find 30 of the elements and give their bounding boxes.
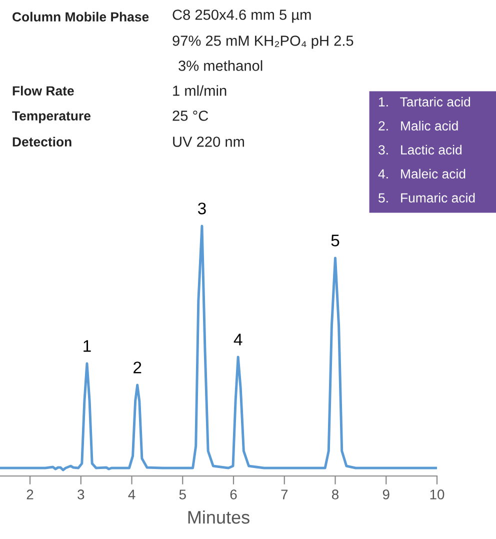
text: Detection xyxy=(12,136,72,147)
text: C8 250x4.6 mm 5 µm xyxy=(172,10,311,23)
x-tick-label: 5 xyxy=(179,490,186,500)
text: 25 °C xyxy=(172,110,208,121)
annotation: 5 xyxy=(331,234,340,246)
x-axis-title: Minutes xyxy=(188,510,250,524)
text: 4. Maleic acid xyxy=(378,168,466,179)
text: Flow Rate xyxy=(12,86,74,96)
text: 97% 25 mM KH₂PO₄ pH 2.5 xyxy=(172,36,354,49)
x-tick-label: 4 xyxy=(128,490,136,500)
text: 3% methanol xyxy=(178,60,262,71)
text: 5. Fumaric acid xyxy=(378,192,475,203)
annotation: 4 xyxy=(234,334,242,346)
x-tick-label: 9 xyxy=(382,490,390,500)
x-tick-label: 2 xyxy=(26,490,34,500)
text: 2. Malic acid xyxy=(378,120,458,131)
x-tick-label: 6 xyxy=(230,490,237,500)
text: 1. Tartaric acid xyxy=(379,96,470,107)
text: UV 220 nm xyxy=(173,136,244,147)
text: Column Mobile Phase xyxy=(12,12,149,22)
text: Temperature xyxy=(12,111,91,124)
annotation: 2 xyxy=(134,362,142,374)
annotation: 1 xyxy=(84,340,91,352)
x-tick-label: 8 xyxy=(332,490,339,500)
annotation: 3 xyxy=(198,202,206,214)
x-tick-label: 10 xyxy=(430,490,444,500)
x-tick-label: 7 xyxy=(281,490,288,500)
x-tick-label: 3 xyxy=(78,490,84,500)
text: 1 ml/min xyxy=(173,85,226,96)
text: 3. Lactic acid xyxy=(378,144,462,155)
